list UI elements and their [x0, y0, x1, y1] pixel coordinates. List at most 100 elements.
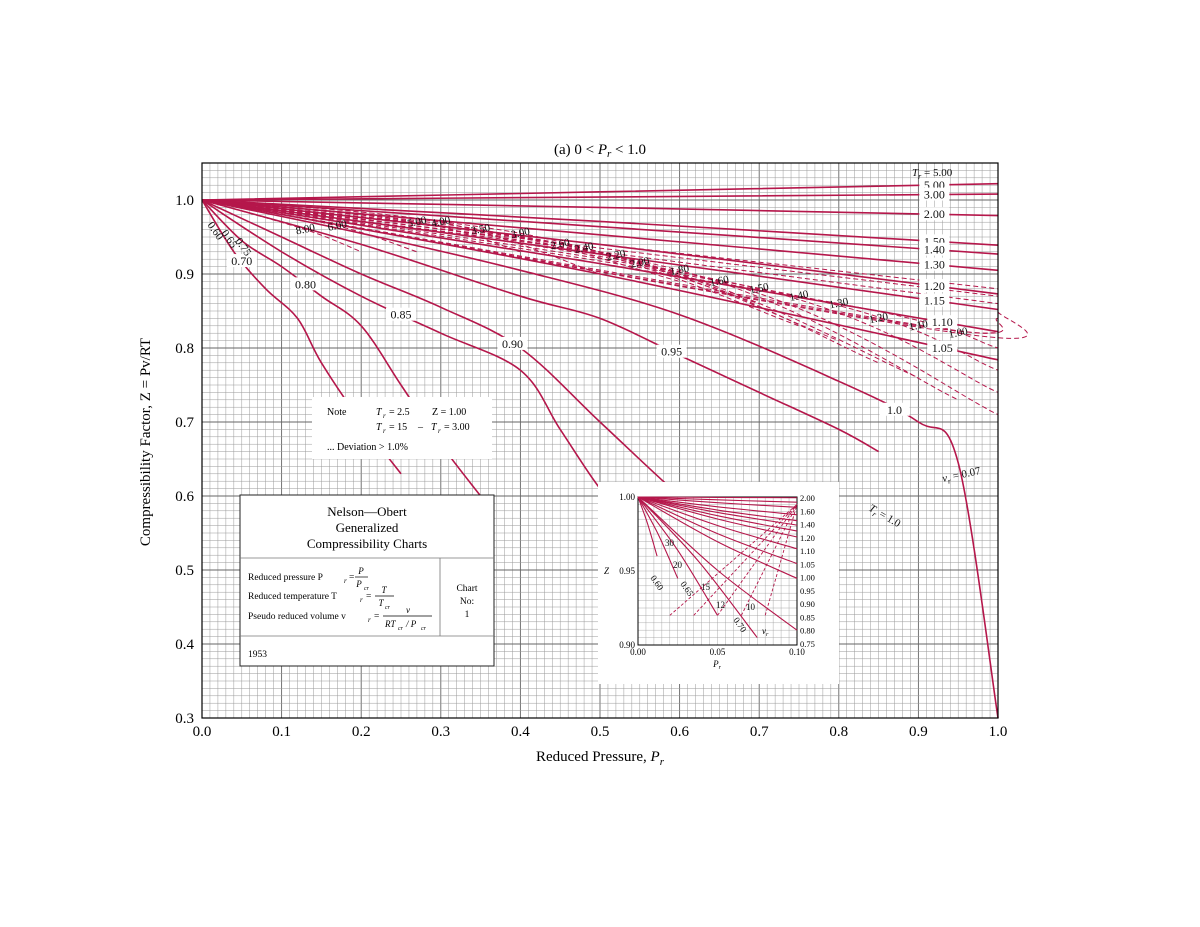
x-tick-label: 0.6	[670, 724, 689, 740]
tb-row3-den-sub: cr	[398, 626, 404, 632]
tr-label-bg	[919, 279, 950, 293]
tr-label: 0.95	[661, 345, 682, 359]
tb-row2-den-sub: cr	[385, 605, 391, 611]
y-tick-label: 0.3	[175, 711, 194, 727]
inset-vr-curve	[717, 504, 798, 616]
inset-right-label: 0.85	[800, 612, 815, 622]
tb-chart-no: No:	[460, 597, 474, 607]
tb-chart-num: 1	[465, 610, 470, 620]
inset-x-tick: 0.00	[630, 647, 646, 657]
inset-inner-label: 30	[665, 538, 675, 548]
tb-chart-label: Chart	[456, 584, 477, 594]
inset-right-label: 1.05	[800, 559, 815, 569]
title-box: Nelson—Obert Generalized Compressibility…	[239, 494, 495, 667]
tb-row3-den-tail-sub: cr	[421, 626, 427, 632]
inset-inner-label: 10	[746, 602, 756, 612]
vr-label: 1.10	[908, 318, 930, 334]
x-tick-label: 0.0	[193, 724, 212, 740]
tb-row3-sub: r	[368, 616, 371, 624]
vr-curve-1-50	[201, 199, 999, 393]
tr-label: 0.80	[295, 277, 316, 291]
vr-label: 8.00	[295, 222, 317, 238]
inset-chart: 0.00 0.05 0.10 0.90 0.95 1.00 Z Pr 2.00 1.60 1.40 1…	[598, 482, 839, 684]
tr-label-bg	[919, 187, 950, 201]
y-tick-label: 0.9	[175, 267, 194, 283]
tr-curve-1-15	[201, 199, 999, 311]
vr-label: 5.00	[406, 214, 428, 230]
x-tick-label: 0.7	[750, 724, 769, 740]
inset-y-tick: 0.90	[619, 640, 635, 650]
note-l2-d: T	[431, 422, 438, 433]
tb-year: 1953	[248, 650, 267, 660]
tr-label-bg	[656, 344, 687, 358]
tr-label: 1.15	[924, 294, 945, 308]
vr-curve-6-00	[201, 199, 418, 253]
vr-curve-5-00	[201, 199, 521, 253]
tr-label-bg	[927, 340, 958, 354]
note-l1-c: Z = 1.00	[432, 407, 466, 418]
inset-right-label: 2.00	[800, 493, 815, 503]
inset-right-label: 1.20	[800, 533, 815, 543]
tr-label: 0.90	[502, 337, 523, 351]
tb-row1: Reduced pressure P	[248, 573, 323, 583]
inset-tr-curve	[637, 496, 798, 526]
inset-tr-curve	[637, 496, 798, 565]
tb-row1-num: P	[357, 566, 364, 576]
tr-curve-1-40	[201, 199, 999, 255]
tr-top-annotation: Tr = 5.00	[912, 167, 953, 181]
y-tick-label: 0.8	[175, 341, 194, 357]
inset-tr-curve	[637, 496, 798, 538]
note-l1-asub: r	[383, 412, 386, 420]
tr-label: 1.20	[924, 279, 945, 293]
vr-label: 2.00	[629, 255, 651, 271]
vr-label: 6.00	[327, 218, 349, 234]
inset-tr-curve	[637, 496, 798, 503]
axes-frame	[201, 162, 999, 719]
inset-right-label: 0.80	[800, 626, 815, 636]
tb-row1-eq: =	[349, 573, 354, 583]
tr-label-bg	[879, 402, 910, 416]
tb-row2-eq: =	[366, 592, 371, 602]
inset-right-label: 1.10	[800, 546, 815, 556]
tr-curve-1-20	[201, 199, 999, 295]
tb-row2: Reduced temperature T	[248, 592, 337, 602]
note-l1-b: = 2.5	[389, 407, 410, 418]
inset-low-tr-curve	[637, 496, 758, 638]
note-box: Note T r = 2.5 Z = 1.00 T r = 15 – T r =…	[312, 397, 492, 459]
tr-label-bg	[919, 207, 950, 221]
inset-vr-curve	[669, 504, 798, 616]
inset-low-tr-curve	[637, 496, 679, 579]
inset-vr-label: vr	[762, 626, 769, 638]
tb-row3-eq: =	[374, 612, 379, 622]
title-box-line-2: Generalized	[336, 520, 399, 535]
vr-label: 1.20	[868, 310, 890, 326]
tr-curve-0-85	[201, 199, 641, 534]
vr-label: 3.50	[470, 222, 492, 238]
vr-label: 2.20	[605, 248, 627, 264]
inset-x-tick: 0.05	[710, 647, 726, 657]
tr-label-bg	[919, 257, 950, 271]
tr-curve-1-05	[201, 199, 999, 361]
tr-label: 1.30	[924, 258, 945, 272]
tb-row2-sub: r	[360, 596, 363, 604]
tr-label: 3.00	[924, 188, 945, 202]
inset-tr-curve	[637, 496, 798, 499]
tb-row3-den-tail: / P	[405, 619, 417, 629]
note-l2-b: = 15	[389, 422, 407, 433]
vr-label: 1.80	[669, 262, 691, 278]
note-l2-asub: r	[383, 427, 386, 435]
y-tick-label: 0.5	[175, 563, 194, 579]
y-axis-label: Compressibility Factor, Z = Pv/RT	[138, 338, 154, 546]
tr-curve-1-0	[201, 199, 999, 719]
tr-label: 1.40	[924, 243, 945, 257]
tb-row3-num: v	[406, 605, 410, 615]
tr-curve-2-00	[201, 199, 999, 217]
note-l3: ... Deviation > 1.0%	[327, 442, 408, 453]
inset-tr-curve	[637, 496, 798, 550]
inset-right-label: 0.90	[800, 599, 815, 609]
tr-label: 1.10	[932, 315, 953, 329]
inset-y-tick: 0.95	[619, 566, 635, 576]
inset-tr-curve	[637, 496, 798, 579]
tr-label: 0.70	[231, 254, 252, 268]
